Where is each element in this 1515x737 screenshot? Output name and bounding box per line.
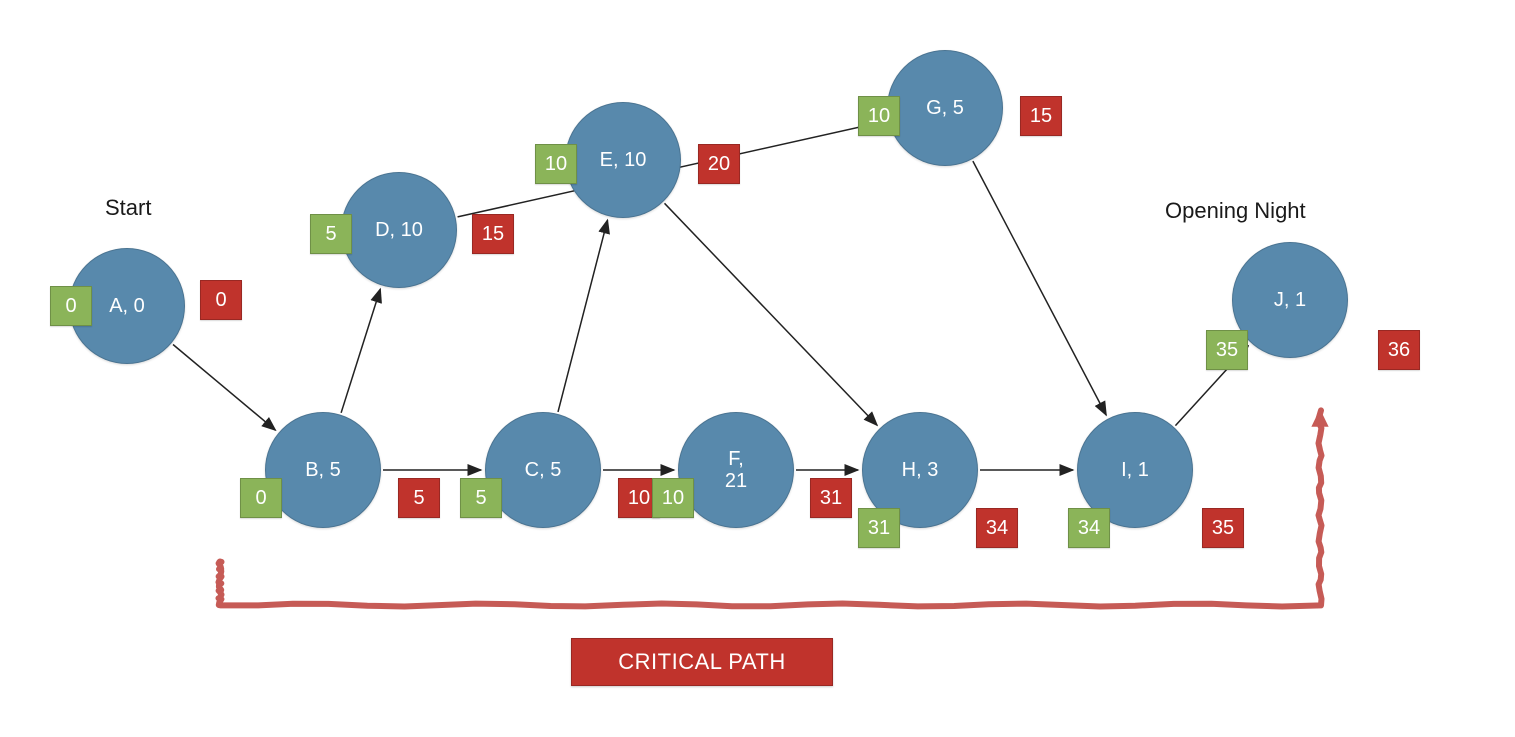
node-i-end-badge: 35 (1202, 508, 1244, 548)
critical-path-arrowhead (1312, 410, 1328, 426)
node-d: D, 10 (341, 172, 457, 288)
node-b-end-badge: 5 (398, 478, 440, 518)
start-label: Start (105, 195, 151, 221)
node-b-start-badge: 0 (240, 478, 282, 518)
node-j: J, 1 (1232, 242, 1348, 358)
node-a-end-badge: 0 (200, 280, 242, 320)
node-e-end-badge: 20 (698, 144, 740, 184)
diagram-stage: Start Opening Night CRITICAL PATH A, 000… (0, 0, 1515, 737)
edges-layer (0, 0, 1515, 737)
edge-e-h (665, 203, 878, 425)
node-f-start-badge: 10 (652, 478, 694, 518)
node-d-start-badge: 5 (310, 214, 352, 254)
node-j-end-badge: 36 (1378, 330, 1420, 370)
node-f: F, 21 (678, 412, 794, 528)
node-g: G, 5 (887, 50, 1003, 166)
opening-night-label: Opening Night (1165, 198, 1306, 224)
edge-g-i (973, 161, 1106, 415)
node-d-end-badge: 15 (472, 214, 514, 254)
node-a-start-badge: 0 (50, 286, 92, 326)
edge-b-d (341, 289, 380, 413)
critical-path-banner: CRITICAL PATH (571, 638, 833, 686)
node-j-start-badge: 35 (1206, 330, 1248, 370)
node-f-end-badge: 31 (810, 478, 852, 518)
node-c-start-badge: 5 (460, 478, 502, 518)
node-h-end-badge: 34 (976, 508, 1018, 548)
node-g-end-badge: 15 (1020, 96, 1062, 136)
node-h-start-badge: 31 (858, 508, 900, 548)
node-b: B, 5 (265, 412, 381, 528)
node-c: C, 5 (485, 412, 601, 528)
node-i-start-badge: 34 (1068, 508, 1110, 548)
node-e: E, 10 (565, 102, 681, 218)
edge-c-e (558, 220, 608, 412)
edge-a-b (173, 345, 275, 431)
node-e-start-badge: 10 (535, 144, 577, 184)
node-g-start-badge: 10 (858, 96, 900, 136)
